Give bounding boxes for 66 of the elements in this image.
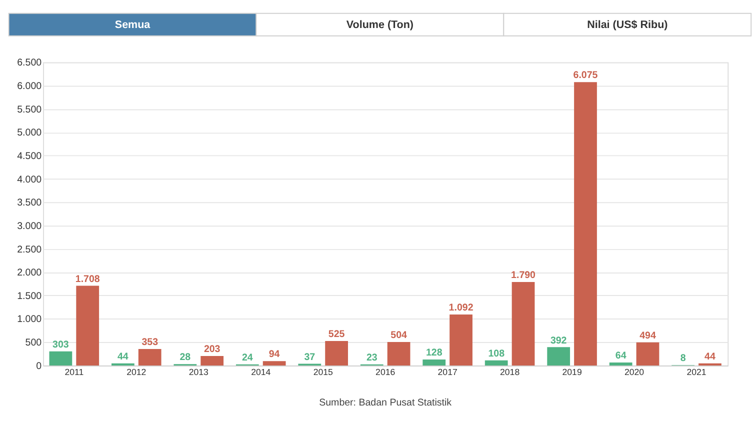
data-label: 8 [680,353,686,364]
x-tick-label: 2020 [624,366,644,377]
x-tick-label: 2016 [376,366,396,377]
data-label: 353 [142,337,159,348]
x-tick-label: 2014 [251,366,271,377]
bar [636,342,660,366]
x-tick-label: 2013 [188,366,209,377]
bar [138,348,162,366]
y-tick-label: 3.000 [17,220,42,232]
bar [450,314,472,366]
y-tick-label: 1.500 [17,290,42,302]
bar [262,361,286,366]
y-tick-label: 6.500 [17,58,42,69]
bar [387,342,410,366]
bar [512,282,535,366]
data-label: 44 [117,351,129,362]
data-label: 44 [704,351,716,362]
x-tick-label: 2021 [686,366,706,377]
text: Semua [114,19,152,32]
bar [422,359,446,366]
bar [49,351,72,366]
data-label: 128 [426,348,443,359]
data-label: 504 [390,330,408,342]
data-label: 1.092 [448,302,474,314]
y-tick-label: 5.000 [17,128,42,139]
data-label: 392 [550,335,568,346]
data-label: 303 [52,339,70,350]
y-tick-label: 0 [36,360,42,372]
y-tick-label: 4.500 [17,150,42,162]
x-tick-label: 2011 [64,366,84,377]
data-label: 1.708 [75,274,100,285]
text: Sumber: Badan Pusat Statistik [319,398,452,409]
data-label: 23 [366,352,378,364]
y-tick-label: 2.000 [17,268,42,279]
x-tick-label: 2017 [438,366,458,377]
y-tick-label: 5.500 [17,104,42,116]
text: Nilai (US$ Ribu) [587,19,668,32]
data-label: 1.790 [511,270,536,282]
y-tick-label: 6.000 [17,81,42,92]
bar [574,82,597,366]
x-tick-label: 2012 [126,366,146,377]
data-label: 203 [204,344,221,356]
data-label: 108 [488,348,506,360]
data-label: 24 [242,352,254,364]
data-label: 28 [180,352,192,364]
bar [325,340,348,366]
bar [484,360,508,366]
data-label: 94 [268,349,280,360]
x-tick-label: 2019 [562,366,582,377]
data-label: 6.075 [573,70,598,82]
data-label: 37 [304,352,316,363]
bar [76,286,100,366]
y-tick-label: 1.000 [17,314,42,326]
y-tick-label: 2.500 [17,244,42,256]
data-label: 64 [615,350,627,362]
y-tick-label: 500 [25,338,42,349]
bar [200,356,224,366]
bar [547,347,570,366]
data-label: 494 [640,330,656,342]
bar [609,362,632,366]
x-tick-label: 2015 [313,366,333,377]
x-tick-label: 2018 [500,366,520,377]
y-tick-label: 3.500 [17,198,42,209]
text: Volume (Ton) [346,19,414,32]
y-tick-label: 4.000 [17,174,42,186]
data-label: 525 [328,329,346,340]
